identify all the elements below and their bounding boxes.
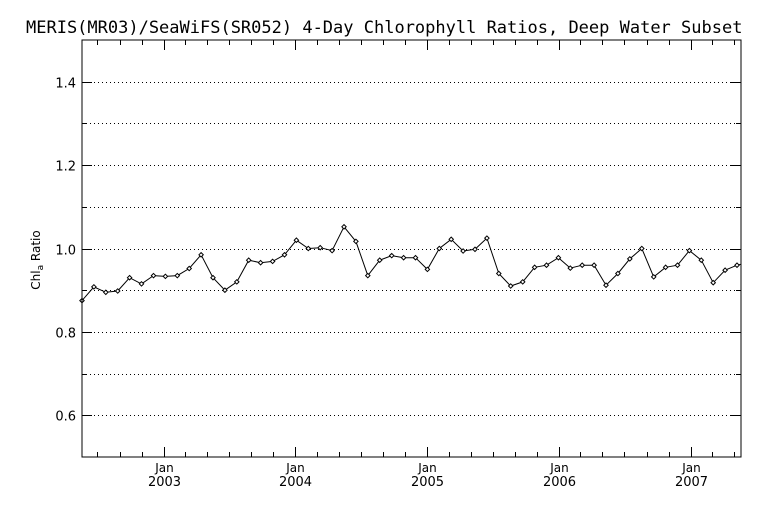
y-tick-label: 1.0: [55, 244, 76, 259]
y-axis-label-subscript: a: [36, 265, 46, 271]
x-tick-month-label: Jan: [417, 461, 437, 475]
y-axis-label-tail: Ratio: [29, 230, 43, 265]
x-tick-year-label: 2006: [543, 475, 576, 490]
data-point: [400, 254, 407, 261]
data-point: [507, 283, 514, 289]
data-point: [519, 278, 526, 285]
data-point: [305, 245, 312, 252]
data-point: [614, 270, 621, 277]
data-point: [364, 272, 371, 279]
data-point: [138, 280, 145, 287]
y-tick-label: 1.2: [55, 160, 76, 175]
data-point: [221, 287, 228, 294]
data-point: [626, 255, 633, 262]
x-tick-year-label: 2005: [411, 475, 444, 490]
data-point: [114, 288, 121, 294]
series-line: [82, 225, 741, 301]
data-point: [579, 262, 586, 269]
data-point: [472, 246, 478, 253]
data-point: [483, 235, 490, 242]
x-tick-month-label: Jan: [681, 461, 701, 475]
y-tick-label: 0.6: [55, 410, 76, 425]
data-point: [329, 247, 336, 254]
data-point: [674, 262, 681, 269]
plot-frame: [81, 39, 742, 458]
data-point: [722, 267, 729, 274]
data-point: [102, 289, 109, 296]
data-point: [543, 262, 550, 269]
data-point: [567, 265, 574, 272]
x-tick-year-label: 2007: [675, 475, 708, 490]
data-point: [638, 245, 645, 252]
data-point: [150, 272, 157, 279]
data-point: [233, 278, 240, 285]
data-point: [257, 259, 264, 266]
x-tick-year-label: 2004: [279, 475, 312, 490]
data-point: [734, 262, 740, 269]
data-point: [210, 274, 216, 281]
data-point: [162, 273, 169, 280]
y-axis-label: Chla Ratio: [29, 230, 46, 289]
data-point: [555, 254, 562, 261]
chart-title: MERIS(MR03)/SeaWiFS(SR052) 4-Day Chlorop…: [26, 18, 742, 38]
data-point: [531, 264, 538, 271]
data-point: [245, 257, 252, 264]
data-point: [650, 273, 657, 280]
data-point: [662, 264, 669, 271]
x-tick-year-label: 2003: [148, 475, 181, 490]
data-point: [341, 223, 347, 230]
data-point: [198, 251, 205, 258]
data-series: [79, 223, 741, 304]
data-point: [269, 258, 276, 265]
data-point: [376, 257, 383, 264]
data-point: [412, 254, 419, 261]
data-point: [436, 245, 443, 252]
data-point: [186, 265, 193, 272]
data-point: [317, 244, 324, 251]
y-tick-label: 0.8: [55, 327, 76, 342]
data-point: [591, 262, 598, 269]
data-point: [293, 237, 300, 244]
y-axis-label-main: Chl: [29, 270, 43, 289]
x-tick-month-label: Jan: [154, 461, 174, 475]
data-point: [281, 251, 288, 258]
data-point: [460, 248, 467, 254]
x-tick-month-label: Jan: [285, 461, 305, 475]
y-tick-label: 1.4: [55, 77, 76, 92]
data-point: [603, 282, 609, 289]
y-axis-ticks: 0.6 0.8 1.0 1.2 1.4: [55, 77, 741, 425]
data-point: [352, 238, 359, 245]
x-tick-month-label: Jan: [549, 461, 569, 475]
data-point: [698, 257, 705, 264]
data-point: [424, 266, 431, 273]
data-point: [388, 252, 395, 259]
data-point: [174, 272, 181, 279]
data-point: [448, 236, 455, 243]
data-point: [710, 279, 717, 286]
data-point: [686, 247, 693, 254]
data-point: [90, 283, 97, 290]
data-point: [126, 274, 133, 281]
data-point: [495, 270, 502, 277]
